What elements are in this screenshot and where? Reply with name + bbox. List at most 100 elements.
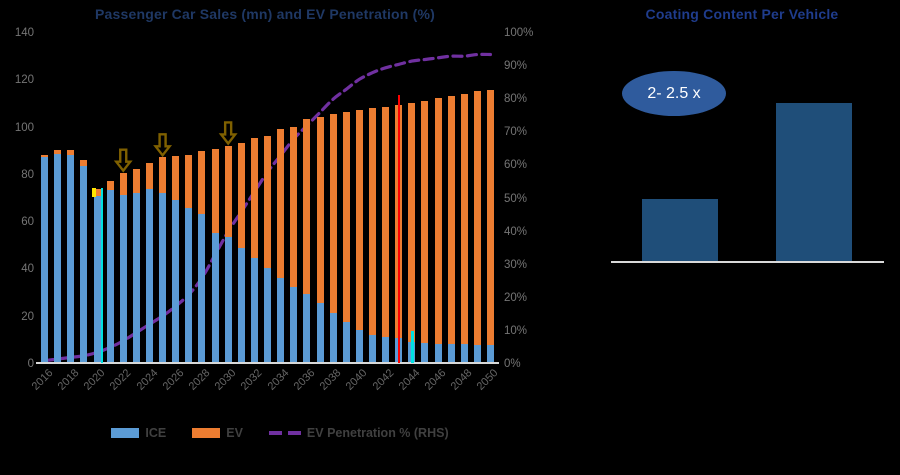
coating-content-plot-area xyxy=(590,0,900,475)
bar-segment-ev xyxy=(316,117,324,303)
right-axis-tick: 100% xyxy=(504,27,534,39)
bar-segment-ice xyxy=(342,321,350,363)
bar-segment-ev xyxy=(106,180,114,191)
bar-segment-ice xyxy=(355,329,363,363)
bar-segment-ice xyxy=(54,153,62,363)
bar-segment-ev xyxy=(447,95,455,345)
bar-segment-ev xyxy=(355,110,363,330)
bar-segment-ice xyxy=(224,236,232,363)
bar-segment-ice xyxy=(106,190,114,363)
legend-swatch-icon xyxy=(111,428,140,438)
bar-segment-ice xyxy=(303,294,311,363)
bar-segment-ev xyxy=(434,98,442,345)
bar-segment-ev xyxy=(67,150,75,155)
bar-segment-ice xyxy=(250,257,258,363)
bar-segment-ev xyxy=(119,172,127,196)
bar-segment-ice xyxy=(421,342,429,363)
right-axis-tick: 40% xyxy=(504,225,528,238)
bar-segment-ev xyxy=(41,154,49,158)
legend-swatch-icon xyxy=(192,428,221,438)
bar-segment-ev xyxy=(329,113,337,314)
legend-item: EV xyxy=(192,426,243,440)
down-arrow-icon xyxy=(218,121,238,146)
left-chart-title: Passenger Car Sales (mn) and EV Penetrat… xyxy=(94,6,436,22)
bar-segment-ice xyxy=(159,192,167,363)
multiplier-callout-ellipse: 2- 2.5 x xyxy=(622,71,726,116)
bar-segment-ev xyxy=(159,157,167,193)
right-axis-tick: 0% xyxy=(504,358,521,370)
bar-segment-ice xyxy=(277,277,285,363)
legend-dashed-line-icon xyxy=(268,431,301,435)
right-axis-tick: 90% xyxy=(504,60,528,73)
legend-label: EV Penetration % (RHS) xyxy=(306,426,449,440)
right-axis-tick: 80% xyxy=(504,93,528,106)
left-axis-tick: 80 xyxy=(21,168,34,181)
legend-item: ICE xyxy=(111,426,166,440)
bar-segment-ice xyxy=(368,334,376,363)
bar-segment-ev xyxy=(303,119,311,295)
bar-segment-ice xyxy=(41,157,49,363)
bar-segment-ice xyxy=(146,189,153,363)
coating-axis-line xyxy=(611,261,884,263)
left-axis-tick: 0 xyxy=(27,358,34,370)
bar-segment-ice xyxy=(486,345,494,363)
bar-segment-ice xyxy=(460,344,468,363)
bar-segment-ice xyxy=(329,313,337,363)
bar-segment-ice xyxy=(119,195,127,363)
bar-segment-ev xyxy=(368,107,376,335)
right-axis-tick: 60% xyxy=(504,159,528,172)
bar-segment-ev xyxy=(132,169,140,193)
down-arrow-icon xyxy=(153,133,173,158)
bar-segment-ice xyxy=(447,344,455,363)
chart-legend: ICE EV EV Penetration % (RHS) xyxy=(0,423,560,443)
bar-segment-ice xyxy=(382,337,389,363)
selection-artifact-yellow-tick xyxy=(92,188,96,197)
bar-segment-ev xyxy=(224,145,232,237)
bar-segment-ev xyxy=(460,93,468,345)
bar-segment-ev xyxy=(486,90,494,346)
left-axis-tick: 20 xyxy=(21,310,34,323)
bar-segment-ev xyxy=(211,149,219,233)
bar-segment-ev xyxy=(93,189,101,197)
bar-segment-ev xyxy=(198,151,206,215)
coating-bar xyxy=(776,103,852,263)
left-axis-tick: 60 xyxy=(21,216,34,229)
right-chart-title: Coating Content Per Vehicle xyxy=(645,6,839,22)
bar-segment-ice xyxy=(198,214,206,363)
bar-segment-ice xyxy=(132,192,140,363)
bar-segment-ice xyxy=(290,287,298,363)
bar-segment-ev xyxy=(80,159,88,166)
bar-segment-ev xyxy=(172,156,180,200)
right-axis-tick: 70% xyxy=(504,126,528,139)
bar-segment-ice xyxy=(67,154,75,363)
bar-segment-ice xyxy=(80,165,88,363)
legend-label: ICE xyxy=(145,426,167,440)
bar-segment-ice xyxy=(93,196,101,363)
bar-segment-ice xyxy=(434,344,442,363)
left-axis-tick: 100 xyxy=(14,121,34,134)
selection-artifact-cyan-line xyxy=(101,188,103,363)
bar-segment-ev xyxy=(277,129,285,278)
selection-artifact-red-line xyxy=(398,95,400,363)
bar-segment-ice xyxy=(211,233,219,363)
passenger-car-sales-plot-area xyxy=(38,33,497,364)
bar-segment-ev xyxy=(290,126,298,288)
bar-segment-ev xyxy=(382,106,389,337)
bar-segment-ice xyxy=(264,268,271,363)
bar-segment-ev xyxy=(237,143,245,249)
x-axis-line xyxy=(36,362,499,364)
bar-segment-ev xyxy=(250,138,258,258)
bar-segment-ice xyxy=(185,208,193,363)
bar-segment-ev xyxy=(264,136,271,269)
coating-bar xyxy=(642,199,718,263)
bar-segment-ev xyxy=(342,112,350,322)
bar-segment-ice xyxy=(172,199,180,363)
left-axis-tick: 40 xyxy=(21,263,34,276)
bar-segment-ev xyxy=(408,102,416,342)
legend-label: EV xyxy=(226,426,243,440)
selection-artifact-cyan-tick xyxy=(411,331,414,363)
left-axis-tick: 120 xyxy=(14,74,34,87)
left-axis-tick: 140 xyxy=(14,27,34,39)
right-axis-tick: 50% xyxy=(504,192,528,205)
